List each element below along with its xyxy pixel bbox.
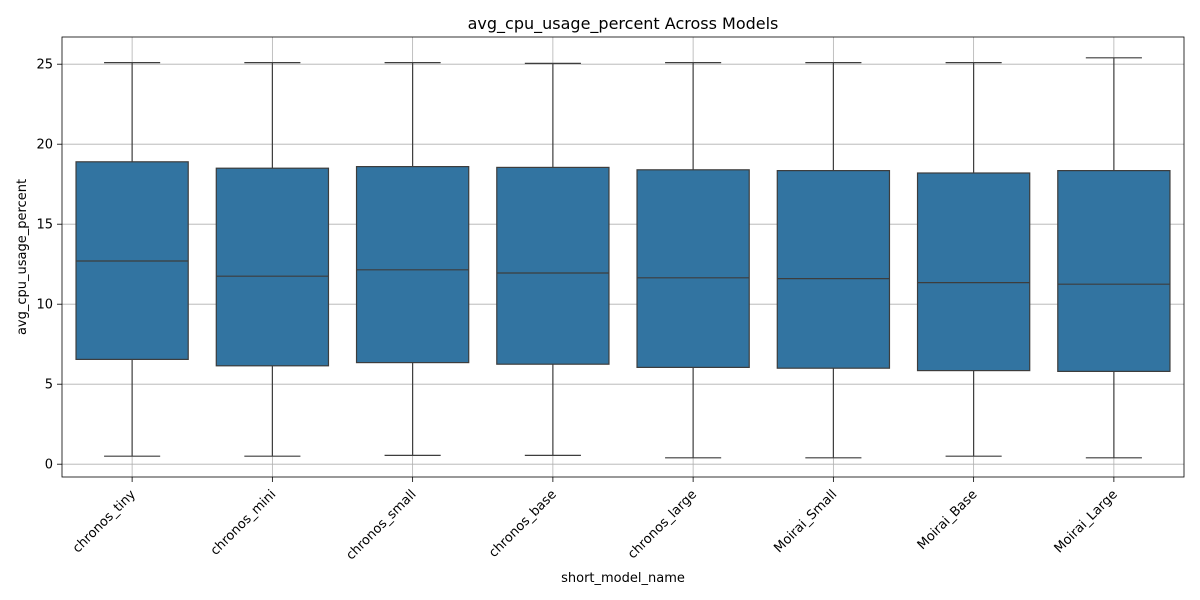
x-axis-label: short_model_name	[561, 571, 685, 586]
iqr-box	[916, 172, 1031, 372]
x-tick-label: Moirai_Base	[915, 487, 981, 553]
x-tick-label: chronos_base	[486, 487, 559, 560]
plot-frame	[61, 36, 1185, 478]
y-tick-label: 5	[45, 378, 53, 393]
iqr-box	[215, 167, 330, 367]
chart-title: avg_cpu_usage_percent Across Models	[468, 14, 779, 34]
x-tick-label: chronos_tiny	[70, 487, 139, 556]
iqr-box	[636, 169, 750, 369]
y-tick-label: 0	[45, 458, 53, 473]
iqr-box	[355, 166, 470, 364]
y-tick-label: 10	[36, 298, 53, 313]
x-tick-label: chronos_large	[625, 487, 700, 562]
iqr-box	[776, 170, 891, 369]
x-tick-label: chronos_mini	[208, 487, 279, 558]
iqr-box	[496, 166, 610, 365]
iqr-box	[1057, 170, 1171, 373]
y-tick-label: 15	[36, 218, 53, 233]
box-series	[75, 57, 1171, 459]
x-tick-label: chronos_small	[343, 487, 419, 563]
y-axis-label: avg_cpu_usage_percent	[15, 179, 30, 335]
y-tick-label: 25	[36, 58, 53, 73]
x-tick-label: Moirai_Small	[771, 487, 840, 556]
y-tick-label: 20	[36, 138, 53, 153]
x-tick-label: Moirai_Large	[1052, 487, 1121, 556]
